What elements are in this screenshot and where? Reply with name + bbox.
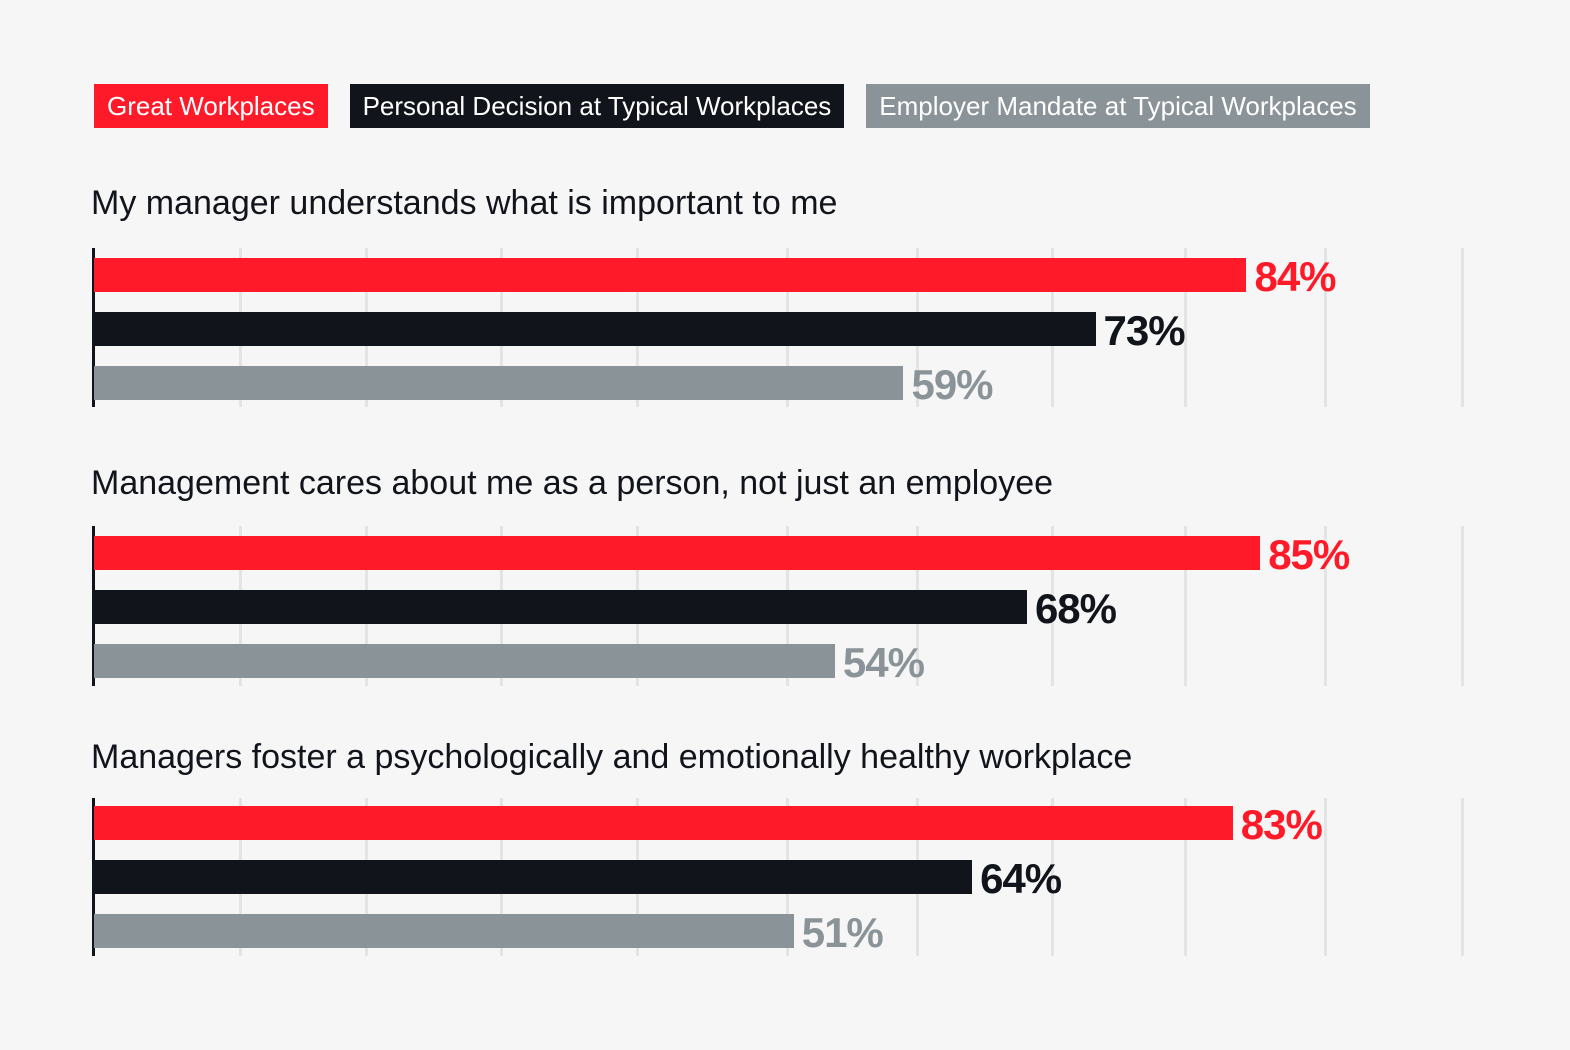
value-label: 68% bbox=[1034, 585, 1117, 632]
y-axis-line bbox=[92, 798, 95, 956]
value-label: 73% bbox=[1103, 307, 1186, 354]
legend-employer-mandate: Employer Mandate at Typical Workplaces bbox=[866, 84, 1370, 128]
bar-great bbox=[94, 536, 1261, 570]
bar-personal bbox=[94, 312, 1096, 346]
bar-personal bbox=[94, 590, 1027, 624]
panel-title: My manager understands what is important… bbox=[91, 184, 838, 222]
legend-great-workplaces: Great Workplaces bbox=[94, 84, 328, 128]
y-axis-line bbox=[92, 526, 95, 686]
bar-mandate bbox=[94, 366, 904, 400]
bar-mandate bbox=[94, 644, 835, 678]
gridline bbox=[1184, 798, 1187, 956]
bar-great bbox=[94, 806, 1233, 840]
gridline bbox=[1184, 526, 1187, 686]
value-label: 64% bbox=[980, 855, 1062, 902]
gridline bbox=[1461, 526, 1464, 686]
legend-personal-decision: Personal Decision at Typical Workplaces bbox=[349, 84, 845, 128]
gridline bbox=[1051, 798, 1054, 956]
bar-great bbox=[94, 258, 1247, 292]
value-label: 85% bbox=[1268, 531, 1350, 578]
gridline bbox=[1461, 798, 1464, 956]
y-axis-line bbox=[92, 248, 95, 407]
bar-personal bbox=[94, 860, 973, 894]
value-label: 54% bbox=[842, 639, 925, 686]
gridline bbox=[1324, 248, 1327, 407]
gridline bbox=[1324, 798, 1327, 956]
legend: Great Workplaces Personal Decision at Ty… bbox=[94, 84, 1370, 128]
gridline bbox=[1324, 526, 1327, 686]
gridline bbox=[1461, 248, 1464, 407]
value-label: 83% bbox=[1240, 801, 1323, 848]
bar-mandate bbox=[94, 914, 794, 948]
panel-title: Management cares about me as a person, n… bbox=[91, 464, 1054, 502]
value-label: 51% bbox=[801, 909, 884, 956]
value-label: 84% bbox=[1254, 253, 1336, 300]
panel-title: Managers foster a psychologically and em… bbox=[91, 738, 1133, 776]
value-label: 59% bbox=[911, 361, 993, 408]
gridline bbox=[1051, 526, 1054, 686]
gridline bbox=[1184, 248, 1187, 407]
